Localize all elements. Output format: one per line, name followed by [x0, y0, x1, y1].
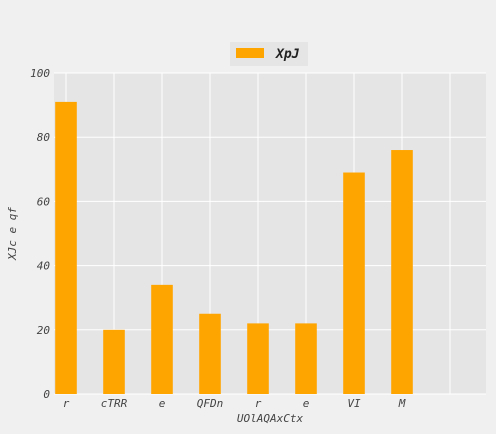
legend-label: XpJ [275, 47, 300, 62]
x-axis-label: UOlAQAxCtx [237, 412, 304, 425]
y-axis-label: XJc e qf [6, 207, 19, 261]
x-tick-label: r [255, 397, 262, 410]
y-tick-label: 60 [37, 195, 51, 208]
x-tick-label: M [398, 397, 406, 410]
bar [391, 150, 413, 394]
x-tick-label: cTRR [101, 397, 128, 410]
x-tick-label: VI [347, 397, 361, 410]
x-tick-label: r [63, 397, 70, 410]
legend: XpJ [230, 42, 308, 66]
bar [247, 323, 269, 394]
bar [199, 313, 221, 394]
bar [151, 284, 173, 394]
y-tick-label: 100 [30, 67, 50, 80]
y-tick-label: 0 [43, 388, 50, 401]
bar [295, 323, 317, 394]
y-tick-label: 80 [37, 131, 51, 144]
plot-area [54, 73, 486, 394]
y-tick-label: 40 [37, 260, 51, 273]
y-axis-ticks: 0 20 40 60 80 100 [30, 67, 50, 401]
bar [103, 329, 125, 394]
x-tick-label: QFDn [197, 397, 224, 410]
bar [343, 172, 365, 394]
x-axis-ticks: r cTRR e QFDn r e VI M [63, 397, 406, 410]
bar-series [55, 101, 413, 394]
x-tick-label: e [159, 397, 166, 410]
x-tick-label: e [303, 397, 310, 410]
y-tick-label: 20 [37, 324, 51, 337]
bar [55, 101, 77, 394]
legend-swatch [236, 48, 264, 58]
